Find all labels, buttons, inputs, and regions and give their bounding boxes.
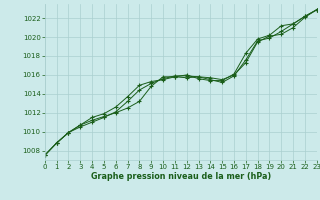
X-axis label: Graphe pression niveau de la mer (hPa): Graphe pression niveau de la mer (hPa) (91, 172, 271, 181)
